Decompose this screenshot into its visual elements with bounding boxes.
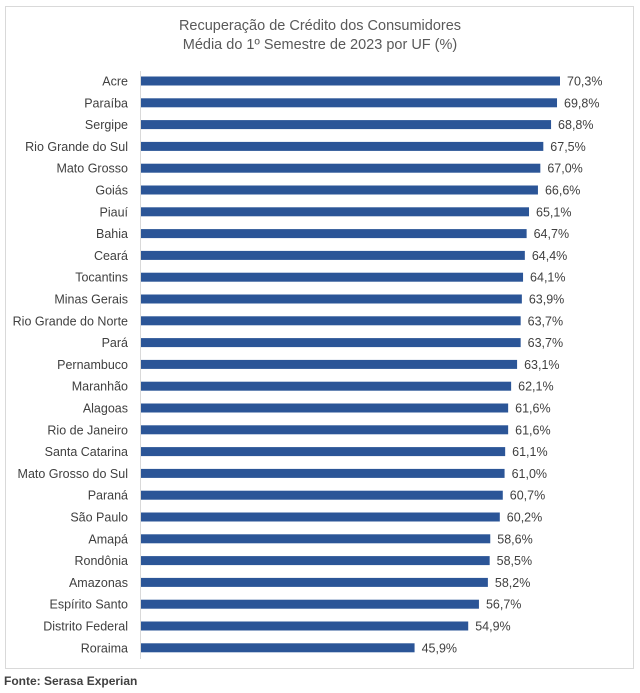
bar: [141, 163, 541, 173]
category-label: Ceará: [94, 249, 128, 263]
category-label: Bahia: [96, 227, 128, 241]
chart-title: Recuperação de Crédito dos Consumidores: [178, 18, 462, 34]
bar: [141, 403, 509, 413]
data-label: 58,2%: [495, 576, 530, 590]
data-label: 67,5%: [550, 140, 585, 154]
bar: [141, 359, 518, 369]
category-label: Pernambuco: [57, 358, 128, 372]
category-label: Santa Catarina: [45, 445, 128, 459]
category-label: Sergipe: [85, 118, 128, 132]
data-label: 61,0%: [512, 467, 547, 481]
bar: [141, 294, 522, 304]
bar: [141, 272, 524, 282]
bar: [141, 76, 560, 86]
data-label: 58,5%: [497, 554, 532, 568]
data-label: 60,7%: [510, 489, 545, 503]
data-label: 56,7%: [486, 598, 521, 612]
bar: [141, 599, 479, 609]
source-note: Fonte: Serasa Experian: [4, 674, 138, 688]
bar: [141, 250, 525, 260]
category-label: Maranhão: [72, 380, 128, 394]
bar: [141, 120, 552, 130]
data-label: 45,9%: [422, 641, 457, 655]
bar: [141, 577, 488, 587]
bar: [141, 207, 530, 217]
category-label: Amazonas: [69, 576, 128, 590]
data-label: 63,1%: [524, 358, 559, 372]
bar: [141, 141, 544, 151]
data-label: 64,1%: [530, 271, 565, 285]
data-label: 60,2%: [507, 511, 542, 525]
data-label: 69,8%: [564, 96, 599, 110]
bar: [141, 534, 491, 544]
bar: [141, 643, 415, 653]
chart-subtitle: Média do 1º Semestre de 2023 por UF (%): [182, 37, 458, 53]
category-label: Amapá: [88, 532, 128, 546]
category-label: Goiás: [95, 184, 128, 198]
data-label: 65,1%: [536, 205, 571, 219]
category-label: São Paulo: [70, 511, 128, 525]
bar: [141, 468, 505, 478]
data-label: 58,6%: [497, 532, 532, 546]
category-label: Alagoas: [83, 402, 128, 416]
category-label: Roraima: [81, 641, 128, 655]
category-label: Rio Grande do Sul: [25, 140, 128, 154]
bar: [141, 316, 521, 326]
category-label: Minas Gerais: [54, 293, 128, 307]
category-label: Rio de Janeiro: [47, 423, 128, 437]
data-label: 63,7%: [528, 336, 563, 350]
bar: [141, 490, 503, 500]
chart-title-block: Recuperação de Crédito dos Consumidores …: [0, 17, 640, 55]
category-label: Acre: [102, 75, 128, 89]
category-label: Tocantins: [75, 271, 128, 285]
data-label: 68,8%: [558, 118, 593, 132]
category-label: Espírito Santo: [49, 598, 128, 612]
data-label: 62,1%: [518, 380, 553, 394]
data-label: 61,6%: [515, 402, 550, 416]
data-label: 64,4%: [532, 249, 567, 263]
data-label: 66,6%: [545, 184, 580, 198]
bar: [141, 185, 538, 195]
category-label: Rondônia: [74, 554, 128, 568]
bar: [141, 338, 521, 348]
category-label: Rio Grande do Norte: [13, 314, 128, 328]
bar: [141, 447, 506, 457]
category-label: Paraná: [88, 489, 128, 503]
bar: [141, 425, 509, 435]
bar: [141, 512, 500, 522]
data-label: 63,7%: [528, 314, 563, 328]
data-label: 64,7%: [534, 227, 569, 241]
data-label: 61,1%: [512, 445, 547, 459]
category-label: Mato Grosso do Sul: [18, 467, 128, 481]
bar: [141, 229, 527, 239]
category-label: Pará: [102, 336, 128, 350]
category-label: Piauí: [100, 205, 129, 219]
data-label: 67,0%: [547, 162, 582, 176]
category-label: Paraíba: [84, 96, 128, 110]
data-label: 54,9%: [475, 620, 510, 634]
data-label: 70,3%: [567, 75, 602, 89]
data-label: 61,6%: [515, 423, 550, 437]
bar: [141, 621, 469, 631]
data-label: 63,9%: [529, 293, 564, 307]
bar: [141, 556, 490, 566]
category-label: Mato Grosso: [56, 162, 128, 176]
category-label: Distrito Federal: [43, 620, 128, 634]
bar: [141, 98, 558, 108]
bar: [141, 381, 512, 391]
